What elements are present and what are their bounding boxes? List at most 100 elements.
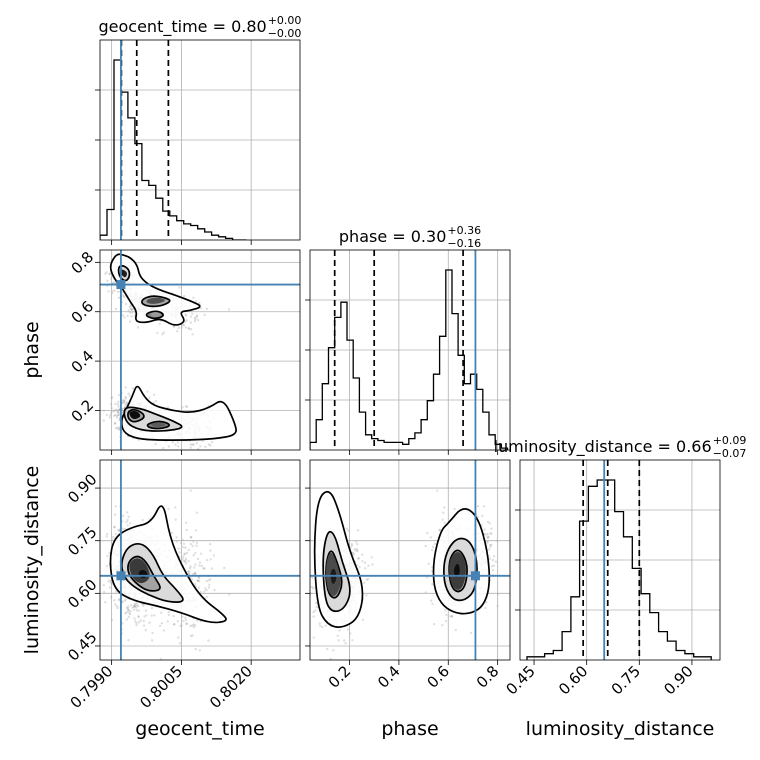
sample-point — [210, 567, 214, 570]
x-axis-label-phase: phase — [381, 718, 438, 740]
sample-point — [441, 624, 444, 627]
sample-point — [156, 331, 159, 335]
sample-point — [227, 308, 231, 311]
y-tick-label: 0.4 — [68, 347, 98, 377]
sample-point — [207, 579, 211, 582]
sample-point — [450, 614, 454, 618]
sample-point — [189, 321, 192, 324]
sample-point — [113, 526, 116, 529]
sample-point — [194, 571, 197, 574]
sample-point — [128, 320, 132, 323]
sample-point — [193, 624, 197, 627]
histogram-step-luminosity_distance — [526, 479, 712, 660]
sample-point — [444, 609, 447, 612]
sample-point — [150, 614, 153, 617]
sample-point — [195, 541, 199, 545]
sample-point — [153, 614, 156, 617]
sample-point — [200, 552, 203, 555]
sample-point — [195, 442, 198, 445]
y-tick-label: 0.75 — [64, 523, 100, 559]
sample-point — [126, 518, 129, 522]
sample-point — [123, 316, 126, 319]
sample-point — [131, 387, 134, 390]
sample-point — [187, 573, 190, 576]
panel-geocent_time-histogram — [95, 39, 301, 245]
sample-point — [117, 400, 120, 404]
sample-point — [350, 544, 354, 547]
sample-point — [194, 563, 197, 566]
x-axis-label-geocent_time: geocent_time — [135, 718, 264, 740]
sample-point — [127, 392, 130, 395]
sample-point — [187, 327, 191, 331]
sample-point — [117, 393, 121, 397]
sample-point — [151, 631, 154, 635]
sample-point — [110, 277, 113, 280]
sample-point — [135, 621, 138, 625]
sample-point — [115, 604, 119, 608]
y-axis-label-luminosity_distance: luminosity_distance — [21, 466, 43, 655]
sample-point — [121, 514, 125, 517]
sample-point — [142, 624, 146, 627]
sample-point — [198, 649, 201, 652]
histogram-step-phase — [310, 269, 509, 450]
sample-point — [127, 639, 130, 642]
sample-point — [167, 610, 170, 614]
sample-point — [125, 520, 128, 524]
sample-point — [487, 548, 491, 551]
sample-point — [173, 623, 176, 626]
sample-point — [198, 564, 201, 567]
sample-point — [184, 546, 187, 549]
sample-point — [113, 289, 116, 292]
sample-point — [444, 619, 448, 623]
sample-point — [187, 559, 190, 563]
sample-point — [162, 331, 166, 334]
sample-point — [351, 639, 354, 642]
sample-point — [167, 445, 170, 448]
sample-point — [106, 279, 109, 283]
sample-point — [488, 557, 492, 560]
sample-point — [108, 586, 112, 589]
sample-point — [128, 394, 131, 397]
sample-point — [115, 590, 118, 593]
x-tick-label: 0.7990 — [67, 662, 117, 712]
x-tick-label: 0.75 — [608, 662, 644, 698]
sample-point — [436, 489, 439, 492]
sample-point — [356, 549, 359, 553]
sample-point — [489, 543, 492, 547]
sample-point — [487, 535, 490, 539]
sample-point — [108, 416, 112, 419]
sample-point — [492, 555, 496, 558]
truth-marker — [116, 571, 126, 581]
sample-point — [180, 326, 183, 329]
sample-point — [122, 399, 125, 402]
sample-point — [181, 557, 184, 560]
panel-grid — [310, 250, 510, 450]
sample-point — [183, 553, 186, 556]
sample-point — [107, 290, 110, 293]
sample-point — [196, 318, 200, 322]
sample-point — [124, 396, 127, 399]
sample-point — [133, 603, 136, 607]
sample-point — [125, 611, 128, 614]
sample-point — [184, 521, 188, 524]
sample-point — [145, 614, 148, 617]
sample-point — [123, 527, 127, 531]
density-contours-geocent_time-vs-phase — [109, 253, 237, 441]
sample-point — [161, 333, 164, 336]
panel-grid — [520, 460, 720, 660]
sample-point — [208, 583, 211, 586]
sample-point — [486, 532, 489, 536]
sample-point — [483, 528, 486, 531]
sample-point — [125, 606, 129, 610]
sample-point — [192, 443, 195, 446]
sample-point — [132, 608, 135, 611]
sample-point — [492, 564, 496, 567]
sample-point — [185, 622, 189, 626]
sample-point — [438, 529, 441, 532]
sample-point — [202, 567, 205, 570]
title-text: phase = 0.30 — [339, 227, 446, 246]
sample-point — [181, 406, 184, 409]
sample-point — [128, 305, 131, 309]
sample-point — [133, 604, 137, 608]
